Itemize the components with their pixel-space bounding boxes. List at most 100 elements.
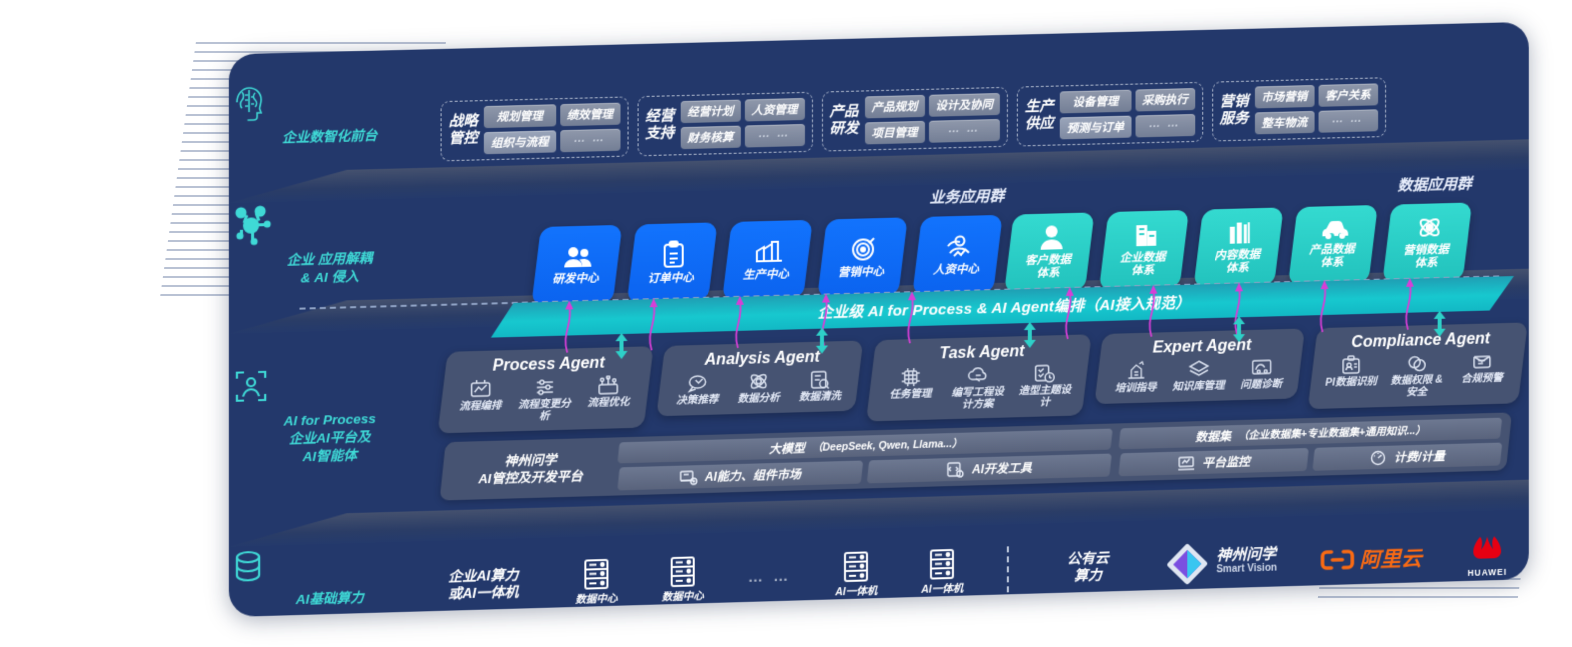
- infra-node-ai2[interactable]: AI一体机: [921, 547, 963, 595]
- agent-feature[interactable]: 任务管理: [880, 366, 941, 413]
- enterprise-compute-label: 企业AI算力 或AI一体机: [448, 566, 519, 602]
- server-icon: [668, 555, 698, 588]
- vendor-huawei[interactable]: HUAWEI: [1466, 533, 1510, 577]
- agent-feature[interactable]: 造型主题设计: [1014, 363, 1075, 410]
- agent-feature[interactable]: 知识库管理: [1170, 359, 1227, 394]
- chip[interactable]: 绩效管理: [559, 102, 621, 127]
- factory-icon: [754, 238, 782, 265]
- agent-card-analysis[interactable]: Analysis Agent 决策推荐 数据分析 数据清洗: [656, 340, 864, 416]
- data-card-customer[interactable]: 客户数据 体系: [1004, 212, 1095, 293]
- agent-feature[interactable]: 流程变更分析: [515, 376, 573, 423]
- chip[interactable]: 人资管理: [744, 97, 805, 122]
- design-clock-icon: [1034, 363, 1056, 384]
- data-card-marketing[interactable]: 营销数据 体系: [1382, 202, 1473, 283]
- chip[interactable]: 产品规划: [864, 94, 925, 119]
- car-icon: [1320, 220, 1350, 241]
- vendor-aliyun[interactable]: 阿里云: [1321, 542, 1422, 575]
- agent-feature[interactable]: 培训指导: [1107, 360, 1164, 395]
- app-card-rnd[interactable]: 研发中心: [531, 224, 623, 306]
- cloud-doc-icon: [967, 365, 989, 386]
- agent-feature[interactable]: 编写工程设计方案: [947, 365, 1008, 412]
- agent-feature[interactable]: 流程编排: [451, 378, 509, 425]
- agent-feature[interactable]: 问题诊断: [1233, 357, 1290, 392]
- group-marketing-service[interactable]: 营销 服务 市场营销 客户关系 整车物流 … …: [1211, 77, 1386, 142]
- rail-app-decoupling: 企业 应用解耦 & AI 侵入: [229, 200, 431, 290]
- chip[interactable]: 客户关系: [1318, 83, 1378, 107]
- app-card-marketing[interactable]: 营销中心: [817, 217, 908, 298]
- agent-feature[interactable]: 决策推荐: [669, 372, 724, 407]
- data-card-enterprise[interactable]: 企业数据 体系: [1098, 209, 1190, 291]
- agent-feature[interactable]: PI数据识别: [1321, 354, 1381, 400]
- agent-features: 决策推荐 数据分析 数据清洗: [669, 369, 847, 407]
- group-name: 生产 供应: [1024, 98, 1054, 133]
- infra-node-ai1[interactable]: AI一体机: [835, 550, 877, 598]
- chip[interactable]: 市场营销: [1254, 85, 1315, 109]
- agent-feature[interactable]: 数据权限 & 安全: [1387, 353, 1447, 399]
- agent-features: PI数据识别 数据权限 & 安全 合规预警: [1321, 351, 1511, 401]
- flow-chart-icon: [469, 379, 491, 400]
- group-chips: 设备管理 采购执行 预测与订单 … …: [1059, 88, 1195, 140]
- platform-left-tiles: AI能力、组件市场 AI开发工具: [617, 453, 1113, 491]
- app-card-production[interactable]: 生产中心: [722, 219, 813, 301]
- group-product-rnd[interactable]: 产品 研发 产品规划 设计及协同 项目管理 … …: [821, 86, 1008, 152]
- ai-platform-strip[interactable]: 神州问学 AI管控及开发平台 大模型 （DeepSeek, Qwen, Llam…: [439, 412, 1513, 501]
- agent-card-task[interactable]: Task Agent 任务管理 编写工程设计方案 造型主题设计: [866, 334, 1092, 422]
- chip[interactable]: 财务核算: [680, 125, 741, 150]
- platform-right-col: 数据集 （企业数据集+专业数据集+通用知识...） 平台监控 计费/计量: [1118, 417, 1509, 477]
- vendor-name: 阿里云: [1359, 547, 1422, 573]
- group-strategy[interactable]: 战略 管控 规划管理 绩效管理 组织与流程 … …: [440, 96, 629, 162]
- tile-monitor[interactable]: 平台监控: [1118, 448, 1309, 477]
- chip-more[interactable]: … …: [928, 118, 1000, 143]
- group-production-supply[interactable]: 生产 供应 设备管理 采购执行 预测与订单 … …: [1016, 81, 1203, 147]
- feature-label: 决策推荐: [676, 393, 719, 407]
- chip[interactable]: 预测与订单: [1059, 115, 1132, 140]
- chip-more[interactable]: … …: [1135, 113, 1195, 138]
- bidir-arrows: [615, 310, 1446, 360]
- chip-more[interactable]: … …: [744, 123, 805, 148]
- tile-label: AI能力、组件市场: [704, 467, 802, 485]
- diagnose-icon: [1250, 357, 1272, 378]
- agent-feature[interactable]: 流程优化: [579, 375, 637, 422]
- architecture-panel: 企业数智化前台 战略 管控 规划管理 绩效管理 组织与流程 … … 经营 支持 …: [229, 22, 1529, 617]
- chip[interactable]: 经营计划: [680, 99, 741, 124]
- chip[interactable]: 采购执行: [1135, 88, 1195, 112]
- agent-card-process[interactable]: Process Agent 流程编排 流程变更分析 流程优化: [437, 346, 654, 434]
- agent-feature[interactable]: 合规预警: [1452, 351, 1511, 397]
- infra-node-dc1[interactable]: 数据中心: [575, 557, 617, 605]
- tile-ai-devtool[interactable]: AI开发工具: [867, 453, 1113, 484]
- layers-icon: [1188, 359, 1210, 380]
- chip[interactable]: 设计及协同: [928, 93, 1000, 117]
- feature-label: 数据分析: [737, 391, 780, 405]
- feature-label: 培训指导: [1114, 381, 1157, 395]
- data-card-content[interactable]: 内容数据 体系: [1193, 207, 1284, 288]
- chip[interactable]: 项目管理: [864, 120, 925, 145]
- tile-billing[interactable]: 计费/计量: [1312, 442, 1503, 471]
- feature-label: 编写工程设计方案: [951, 385, 1004, 411]
- chip-more[interactable]: … …: [559, 128, 621, 153]
- app-card-label: 订单中心: [647, 271, 694, 285]
- chip[interactable]: 规划管理: [483, 104, 556, 129]
- chip-more[interactable]: … …: [1318, 109, 1378, 133]
- group-name: 产品 研发: [829, 103, 859, 138]
- group-operations[interactable]: 经营 支持 经营计划 人资管理 财务核算 … …: [637, 91, 813, 157]
- data-card-product[interactable]: 产品数据 体系: [1287, 204, 1378, 286]
- vendor-smartvision[interactable]: 神州问学 Smart Vision: [1166, 541, 1277, 586]
- agent-feature[interactable]: 数据清洗: [792, 369, 847, 404]
- app-card-order[interactable]: 订单中心: [626, 222, 718, 303]
- app-card-hr[interactable]: 人资中心: [912, 214, 1003, 296]
- model-bar-sub: （DeepSeek, Qwen, Llama...）: [811, 437, 963, 454]
- business-apps-row: 研发中心 订单中心 生产中心 营销中心 人资中心: [531, 201, 1529, 306]
- infra-node-dc2[interactable]: 数据中心: [662, 555, 704, 603]
- tile-ai-market[interactable]: AI能力、组件市场: [617, 460, 864, 491]
- id-card-icon: [1340, 355, 1362, 376]
- chip[interactable]: 组织与流程: [483, 130, 556, 155]
- huawei-logo: [1466, 533, 1510, 566]
- agent-feature[interactable]: 数据分析: [731, 371, 786, 406]
- tile-label: AI开发工具: [972, 460, 1033, 477]
- feature-label: 合规预警: [1461, 371, 1503, 385]
- chip[interactable]: 整车物流: [1254, 110, 1315, 135]
- data-card-label: 营销数据 体系: [1402, 243, 1449, 270]
- group-chips: 经营计划 人资管理 财务核算 … …: [680, 97, 805, 150]
- chip[interactable]: 设备管理: [1059, 89, 1132, 114]
- vendor-name: HUAWEI: [1467, 566, 1508, 578]
